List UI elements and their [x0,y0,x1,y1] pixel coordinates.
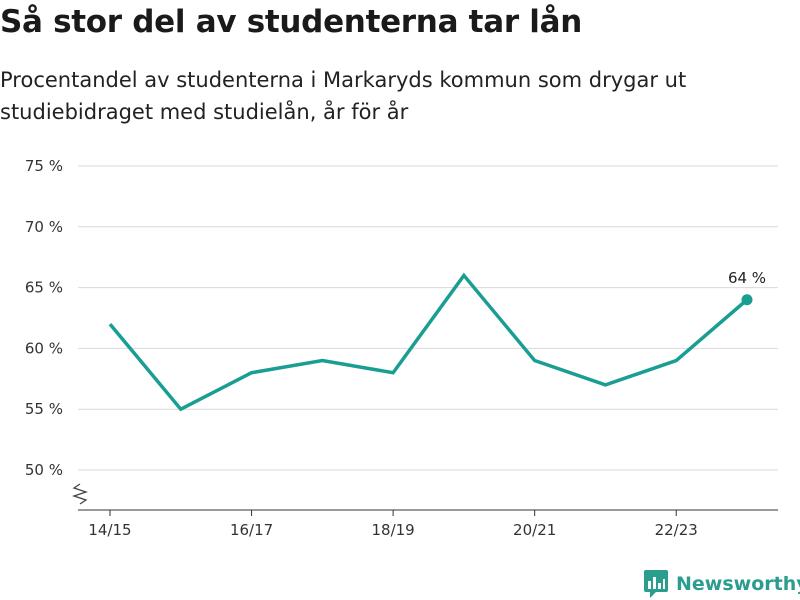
y-tick-label: 70 % [25,218,63,236]
series-line [108,272,749,412]
axis-break-icon [71,483,89,505]
brand-name: Newsworthy [676,573,800,595]
y-tick-label: 65 % [25,279,63,297]
last-point-label: 64 % [728,269,766,287]
y-tick-label: 60 % [25,339,63,357]
y-tick-label: 50 % [25,461,63,479]
brand-logo: Newsworthy [644,570,800,598]
x-tick-label: 20/21 [513,521,556,539]
x-tick-label: 22/23 [655,521,698,539]
last-data-point [741,294,753,306]
x-tick-label: 18/19 [371,521,414,539]
x-tick-label: 16/17 [230,521,273,539]
y-tick-label: 55 % [25,400,63,418]
chart-title: Så stor del av studenterna tar lån [0,4,583,40]
x-axis [78,509,778,516]
y-axis-labels: 50 % 55 % 60 % 65 % 70 % 75 % [25,157,63,479]
newsworthy-logo-icon [644,570,668,598]
x-tick-label: 14/15 [88,521,131,539]
grid-lines [71,165,778,505]
chart-subtitle: Procentandel av studenterna i Markaryds … [0,68,687,124]
series: 64 % [108,269,766,412]
x-axis-labels: 14/15 16/17 18/19 20/21 22/23 [88,521,697,539]
y-tick-label: 75 % [25,157,63,175]
